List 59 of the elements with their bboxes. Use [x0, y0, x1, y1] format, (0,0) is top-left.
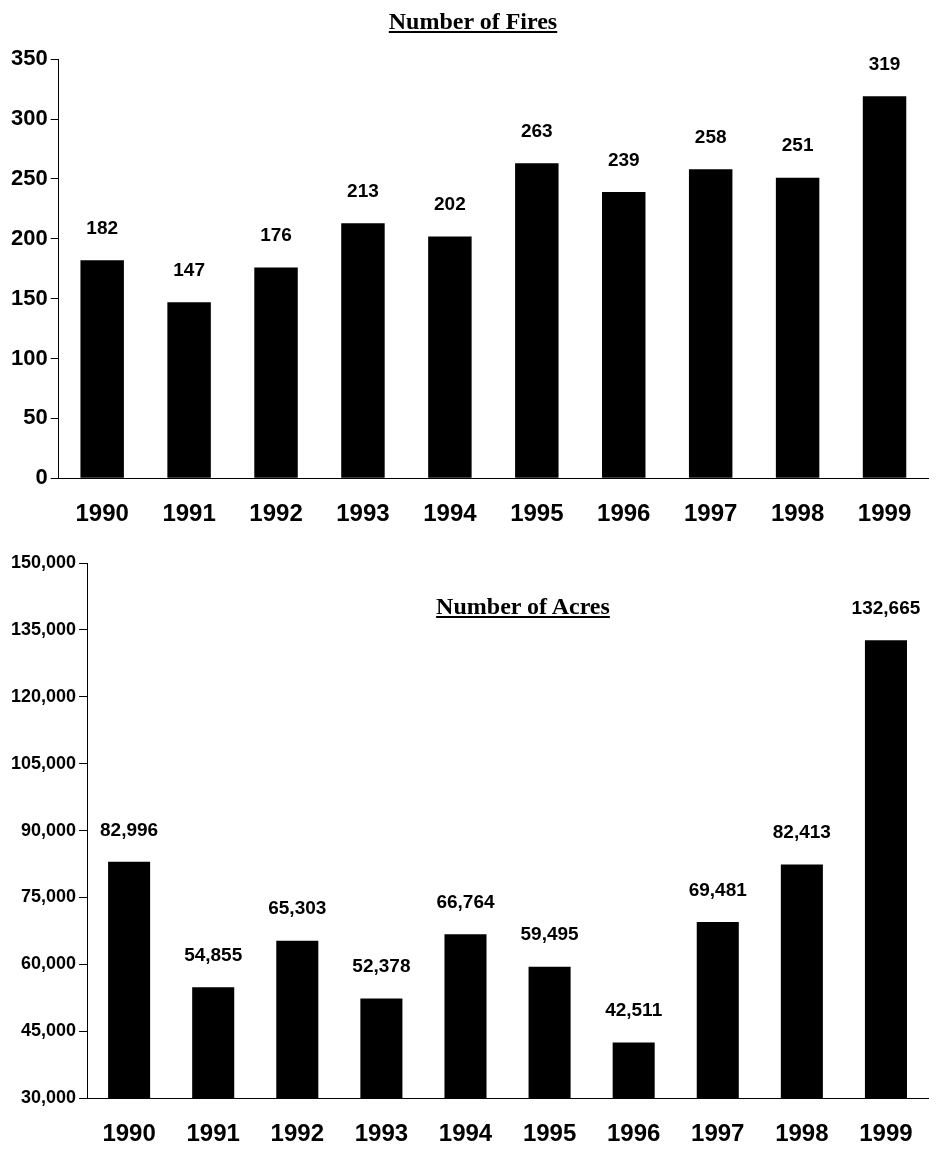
- x-tick-label: 1994: [423, 499, 478, 527]
- text: Number of Acres: [436, 593, 610, 619]
- x-tick-label: 1996: [606, 1119, 661, 1147]
- x-tick-label: 1999: [859, 1119, 913, 1147]
- x-tick-label: 1993: [336, 499, 390, 527]
- y-tick-label: 200: [10, 224, 48, 250]
- data-label: 251: [781, 134, 814, 156]
- x-tick-label: 1991: [186, 1119, 240, 1147]
- y-tick-label: 105,000: [10, 752, 77, 773]
- y-tick-label: 150: [10, 284, 48, 310]
- x-tick-label: 1996: [597, 499, 651, 527]
- x-tick-label: 1992: [249, 499, 303, 527]
- x-tick-label: 1995: [522, 1119, 577, 1147]
- data-label: 42,511: [605, 999, 663, 1021]
- x-tick-label: 1993: [354, 1119, 409, 1147]
- x-tick-label: 1992: [270, 1119, 324, 1147]
- y-tick-label: 90,000: [21, 819, 77, 840]
- data-label: 176: [260, 224, 292, 246]
- y-tick-label: 50: [23, 404, 48, 430]
- y-tick-label: 120,000: [10, 685, 77, 706]
- data-label: 54,855: [184, 944, 243, 966]
- y-tick-label: 100: [10, 344, 48, 370]
- y-tick-label: 135,000: [10, 618, 77, 639]
- y-tick-label: 45,000: [21, 1020, 77, 1041]
- data-label: 239: [607, 148, 640, 170]
- data-label: 132,665: [851, 597, 921, 619]
- data-label: 147: [173, 258, 205, 280]
- chart-title: Number of Fires: [387, 8, 559, 35]
- x-tick-label: 1994: [438, 1119, 493, 1147]
- y-tick-label: 300: [10, 105, 48, 131]
- data-label: 59,495: [520, 923, 580, 945]
- data-label: 52,378: [352, 955, 411, 977]
- data-label: 69,481: [688, 878, 748, 900]
- x-tick-label: 1997: [683, 499, 738, 527]
- data-label: 263: [520, 120, 553, 142]
- data-label: 213: [347, 179, 379, 201]
- y-tick-label: 0: [35, 464, 48, 490]
- x-tick-label: 1990: [75, 499, 129, 527]
- data-label: 82,996: [100, 818, 159, 840]
- y-tick-label: 350: [10, 45, 48, 71]
- y-tick-label: 60,000: [21, 953, 77, 974]
- x-tick-label: 1999: [857, 499, 912, 527]
- x-tick-label: 1991: [162, 499, 216, 527]
- y-tick-label: 30,000: [21, 1087, 77, 1108]
- data-label: 182: [86, 217, 119, 239]
- x-tick-label: 1997: [691, 1119, 745, 1147]
- x-tick-label: 1998: [770, 499, 825, 527]
- x-tick-label: 1995: [510, 499, 564, 527]
- x-tick-label: 1998: [775, 1119, 829, 1147]
- data-label: 65,303: [268, 897, 327, 919]
- data-label: 66,764: [436, 890, 495, 912]
- data-label: 82,413: [772, 821, 831, 843]
- data-label: 258: [694, 126, 727, 148]
- data-label: 202: [434, 193, 466, 215]
- x-tick-label: 1990: [102, 1119, 156, 1147]
- y-tick-label: 150,000: [10, 551, 77, 572]
- y-tick-label: 250: [10, 164, 48, 190]
- data-label: 319: [868, 53, 901, 75]
- y-tick-label: 75,000: [21, 886, 77, 907]
